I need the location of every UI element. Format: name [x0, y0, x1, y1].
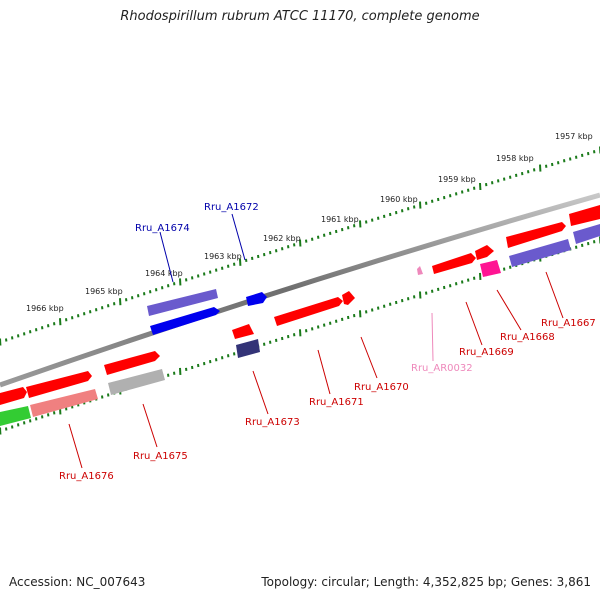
- kbp-label: 1959 kbp: [438, 175, 476, 184]
- kbp-label: 1960 kbp: [380, 195, 418, 204]
- gene-feature[interactable]: [30, 389, 98, 417]
- gene-feature[interactable]: [480, 260, 501, 277]
- gene-feature[interactable]: [342, 291, 355, 305]
- forward-strand-features: [0, 205, 600, 405]
- gene-feature[interactable]: [0, 406, 31, 426]
- gene-label[interactable]: Rru_A1672: [204, 202, 259, 213]
- kbp-labels: 1957 kbp 1958 kbp 1959 kbp 1960 kbp 1961…: [26, 132, 593, 313]
- gene-feature[interactable]: [509, 239, 571, 267]
- gene-feature[interactable]: [417, 266, 423, 275]
- gene-label[interactable]: Rru_A1674: [135, 223, 190, 234]
- kbp-label: 1957 kbp: [555, 132, 593, 141]
- gene-feature[interactable]: [246, 292, 267, 306]
- kbp-label: 1961 kbp: [321, 215, 359, 224]
- gene-feature[interactable]: [506, 222, 566, 248]
- gene-feature[interactable]: [0, 387, 27, 405]
- gene-feature[interactable]: [150, 307, 220, 335]
- outer-tick-ring: [0, 146, 600, 346]
- gene-label[interactable]: Rru_AR0032: [411, 363, 473, 374]
- gene-label[interactable]: Rru_A1668: [500, 332, 555, 343]
- reverse-strand-features: [0, 224, 600, 426]
- gene-feature[interactable]: [432, 253, 476, 274]
- gene-labels: Rru_A1667 Rru_A1668 Rru_A1669 Rru_AR0032…: [59, 202, 596, 482]
- kbp-label: 1963 kbp: [204, 252, 242, 261]
- gene-feature[interactable]: [573, 224, 600, 244]
- topology-text: Topology: circular; Length: 4,352,825 bp…: [261, 575, 591, 589]
- kbp-label: 1966 kbp: [26, 304, 64, 313]
- gene-feature[interactable]: [147, 289, 218, 316]
- gene-label[interactable]: Rru_A1669: [459, 347, 514, 358]
- gene-feature[interactable]: [108, 369, 165, 395]
- kbp-label: 1965 kbp: [85, 287, 123, 296]
- gene-feature[interactable]: [236, 339, 260, 358]
- gene-feature[interactable]: [475, 245, 494, 260]
- gene-label[interactable]: Rru_A1670: [354, 382, 409, 393]
- kbp-label: 1958 kbp: [496, 154, 534, 163]
- gene-feature[interactable]: [569, 205, 600, 226]
- gene-label[interactable]: Rru_A1671: [309, 397, 364, 408]
- gene-feature[interactable]: [104, 351, 160, 375]
- kbp-label: 1964 kbp: [145, 269, 183, 278]
- gene-feature[interactable]: [274, 297, 343, 326]
- map-title: Rhodospirillum rubrum ATCC 11170, comple…: [120, 9, 480, 24]
- kbp-label: 1962 kbp: [263, 234, 301, 243]
- gene-label[interactable]: Rru_A1673: [245, 417, 300, 428]
- label-leaders: [68, 213, 564, 469]
- gene-feature[interactable]: [232, 324, 254, 339]
- gene-feature[interactable]: [26, 371, 92, 398]
- gene-label[interactable]: Rru_A1667: [541, 318, 596, 329]
- gene-label[interactable]: Rru_A1676: [59, 471, 114, 482]
- accession-text: Accession: NC_007643: [9, 575, 146, 589]
- genome-backbone: [0, 192, 600, 388]
- gene-label[interactable]: Rru_A1675: [133, 451, 188, 462]
